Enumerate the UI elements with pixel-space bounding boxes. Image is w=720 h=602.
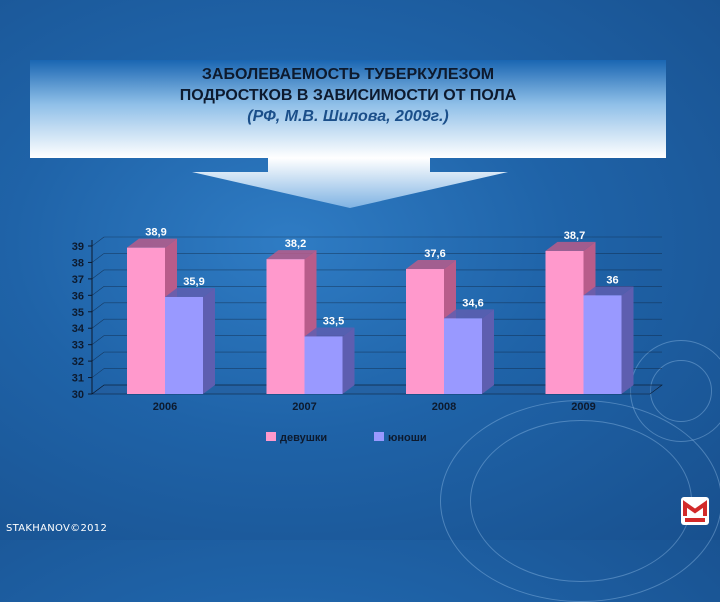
legend-label: девушки bbox=[280, 432, 327, 444]
bar bbox=[406, 269, 444, 394]
bar-side bbox=[342, 327, 355, 394]
legend-swatch bbox=[266, 432, 276, 441]
bar bbox=[583, 295, 622, 394]
x-tick-label: 2007 bbox=[292, 401, 316, 413]
bar-side bbox=[621, 286, 634, 394]
gridline-diagonal bbox=[91, 236, 105, 247]
y-tick-label: 32 bbox=[72, 356, 84, 368]
gridline-diagonal bbox=[91, 302, 105, 313]
bar bbox=[266, 259, 305, 394]
bar-side bbox=[203, 287, 215, 394]
x-axis-ticks: 2006 2007 2008 2009 bbox=[153, 401, 596, 413]
data-label: 38,9 bbox=[145, 227, 166, 239]
gridline-diagonal bbox=[91, 269, 105, 280]
footer-credit: STAKHANOV©2012 bbox=[6, 523, 108, 534]
y-tick-label: 36 bbox=[72, 290, 84, 302]
bar bbox=[444, 318, 482, 394]
bar bbox=[127, 247, 165, 394]
x-tick-label: 2008 bbox=[432, 401, 456, 413]
y-tick-label: 30 bbox=[72, 389, 84, 401]
legend-swatch bbox=[374, 432, 384, 441]
bar bbox=[165, 296, 203, 394]
chart-subtitle: (РФ, М.В. Шилова, 2009г.) bbox=[247, 108, 449, 125]
title-banner: ЗАБОЛЕВАЕМОСТЬ ТУБЕРКУЛЕЗОМ ПОДРОСТКОВ В… bbox=[30, 60, 666, 158]
data-label: 33,5 bbox=[323, 315, 344, 327]
bar-top bbox=[304, 327, 355, 337]
data-labels: 38,9 35,9 38,2 33,5 37,6 34,6 38,7 36 bbox=[145, 227, 618, 328]
bar-top bbox=[545, 241, 596, 251]
gridline-diagonal bbox=[91, 318, 105, 329]
gridline-diagonal bbox=[91, 335, 105, 345]
y-tick-label: 39 bbox=[72, 241, 84, 253]
y-tick-label: 38 bbox=[72, 257, 84, 269]
legend: девушки юноши bbox=[266, 432, 427, 444]
gridline-diagonal bbox=[91, 384, 105, 395]
gridline-diagonal bbox=[91, 253, 105, 263]
bar-top bbox=[266, 250, 317, 260]
bar-top bbox=[127, 238, 177, 248]
bar-top bbox=[444, 309, 494, 319]
y-tick-label: 37 bbox=[72, 274, 84, 286]
data-label: 38,7 bbox=[564, 230, 585, 242]
legend-label: юноши bbox=[388, 432, 427, 444]
y-tick-label: 33 bbox=[72, 340, 84, 352]
bar bbox=[545, 250, 584, 394]
gridline-diagonal bbox=[91, 286, 105, 296]
down-arrow-icon bbox=[192, 158, 508, 208]
data-label: 35,9 bbox=[183, 276, 204, 288]
logo-icon bbox=[681, 497, 709, 525]
x-tick-label: 2009 bbox=[571, 401, 595, 413]
chart-title-line-2: ПОДРОСТКОВ В ЗАВИСИМОСТИ ОТ ПОЛА bbox=[179, 87, 517, 104]
gridline-diagonal bbox=[91, 351, 105, 362]
bar-side bbox=[482, 309, 494, 394]
data-label: 37,6 bbox=[424, 248, 445, 260]
data-label: 38,2 bbox=[285, 238, 306, 250]
y-tick-label: 34 bbox=[72, 323, 85, 335]
bar-chart: 30 31 32 33 34 35 36 37 38 39 38,9 35,9 38,2 33,5 37,… bbox=[71, 227, 663, 444]
y-tick-label: 35 bbox=[72, 307, 84, 319]
y-axis-ticks: 30 31 32 33 34 35 36 37 38 39 bbox=[72, 241, 92, 401]
bar-top bbox=[165, 287, 215, 297]
bar-top bbox=[583, 286, 634, 296]
bar bbox=[304, 336, 343, 394]
bar-top bbox=[406, 260, 456, 270]
data-label: 34,6 bbox=[462, 297, 483, 309]
chart-title-line-1: ЗАБОЛЕВАЕМОСТЬ ТУБЕРКУЛЕЗОМ bbox=[201, 66, 495, 83]
y-tick-label: 31 bbox=[72, 373, 84, 385]
gridline-diagonal bbox=[91, 368, 105, 378]
x-tick-label: 2006 bbox=[153, 401, 177, 413]
data-label: 36 bbox=[606, 274, 618, 286]
bars bbox=[127, 238, 634, 394]
